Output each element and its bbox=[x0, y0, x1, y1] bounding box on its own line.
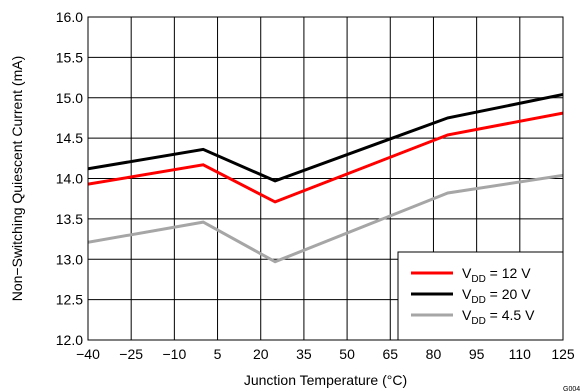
x-axis-label: Junction Temperature (°C) bbox=[244, 372, 407, 388]
series-lines bbox=[88, 93, 563, 264]
x-tick-label: 125 bbox=[551, 346, 575, 362]
series-line-2 bbox=[88, 173, 563, 264]
x-tick-label: 95 bbox=[469, 346, 485, 362]
y-tick-label: 14.5 bbox=[56, 130, 83, 146]
series-line-1 bbox=[88, 93, 563, 183]
y-tick-label: 15.0 bbox=[56, 90, 83, 106]
x-tick-label: −10 bbox=[162, 346, 186, 362]
y-tick-label: 13.5 bbox=[56, 211, 83, 227]
y-tick-label: 14.0 bbox=[56, 171, 83, 187]
x-tick-label: 80 bbox=[426, 346, 442, 362]
y-tick-label: 12.5 bbox=[56, 292, 83, 308]
y-tick-label: 12.0 bbox=[56, 332, 83, 348]
x-tick-label: 110 bbox=[509, 346, 532, 362]
y-tick-labels: 12.0 12.5 13.0 13.5 14.0 14.5 15.0 15.5 16.0 bbox=[56, 9, 83, 348]
y-tick-label: 16.0 bbox=[56, 9, 83, 25]
x-tick-label: 20 bbox=[253, 346, 269, 362]
x-tick-labels: −40 −25 −10 5 20 35 50 65 80 95 110 125 bbox=[76, 346, 575, 362]
x-tick-label: 65 bbox=[382, 346, 398, 362]
x-tick-label: −40 bbox=[76, 346, 100, 362]
legend-box bbox=[397, 251, 564, 341]
y-tick-label: 15.5 bbox=[56, 49, 83, 65]
y-tick-label: 13.0 bbox=[56, 251, 83, 267]
x-tick-label: 5 bbox=[214, 346, 222, 362]
x-tick-label: 50 bbox=[339, 346, 355, 362]
plot-frame bbox=[87, 16, 564, 341]
legend-entry: VDD = 20 V bbox=[462, 286, 531, 306]
figure-id: G004 bbox=[563, 386, 580, 391]
x-tick-label: 35 bbox=[296, 346, 312, 362]
x-tick-label: −25 bbox=[119, 346, 143, 362]
series-line-0 bbox=[88, 111, 563, 204]
y-axis-label: Non−Switching Quiescent Current (mA) bbox=[9, 56, 25, 302]
